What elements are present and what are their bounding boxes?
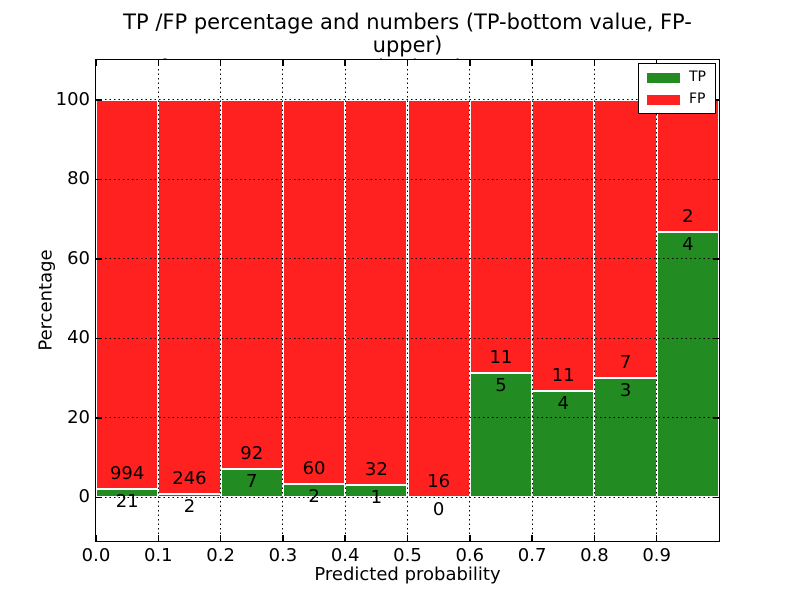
fp-color-swatch: [647, 94, 680, 105]
legend-entry-fp: FP: [647, 92, 706, 107]
bar-tp-count-label: 2: [183, 496, 196, 518]
y-tick-mark-right: [713, 417, 719, 419]
x-tick-mark-bottom: [219, 535, 222, 541]
bar-tp-segment: [656, 232, 719, 498]
x-tick-label: 0.0: [81, 545, 111, 566]
gridline-x: [656, 60, 658, 541]
bar-fp-count-label: 994: [109, 463, 145, 485]
chart-title-line1: TP /FP percentage and numbers (TP-bottom…: [123, 10, 692, 57]
x-tick-mark-bottom: [593, 535, 596, 541]
y-tick-mark-left: [96, 496, 102, 499]
bar-tp-segment: [594, 378, 657, 498]
y-tick-mark-right: [713, 258, 719, 260]
y-tick-label: 100: [55, 88, 90, 110]
bar-fp-count-label: 11: [489, 347, 513, 369]
gridline-x: [531, 60, 533, 541]
y-tick-mark-left: [96, 99, 102, 101]
y-tick-label: 40: [67, 327, 90, 349]
x-tick-label: 0.5: [393, 545, 422, 566]
x-tick-mark-top: [96, 60, 97, 66]
bar-tp-count-label: 0: [432, 499, 445, 521]
gridline-x: [593, 60, 595, 541]
gridline-x: [406, 60, 409, 541]
x-tick-mark-bottom: [469, 535, 471, 541]
x-tick-label: 0.8: [580, 545, 609, 566]
x-tick-label: 0.1: [143, 545, 173, 566]
x-tick-label: 0.2: [206, 545, 235, 566]
gridline-x: [282, 60, 284, 541]
bar-fp-count-label: 2: [682, 206, 694, 228]
bar-fp-count-label: 32: [364, 459, 388, 481]
bar-fp-segment: [96, 99, 159, 490]
y-tick-mark-right: [713, 337, 719, 339]
x-tick-mark-bottom: [157, 535, 160, 541]
bar-fp-count-label: 246: [172, 468, 207, 490]
x-tick-mark-top: [531, 60, 533, 66]
bar-fp-segment: [158, 99, 221, 495]
plot-area: TP FP 994 21 246 2 92 7 60 2 32 1 16 0 11 5 11 4 7 3 2 4: [95, 59, 720, 542]
y-tick-mark-left: [96, 337, 102, 339]
y-tick-label: 0: [78, 486, 90, 508]
y-tick-mark-left: [96, 178, 102, 180]
x-tick-mark-bottom: [344, 535, 346, 541]
bar-fp-segment: [220, 99, 283, 470]
x-tick-mark-bottom: [531, 535, 533, 541]
x-tick-mark-top: [593, 60, 596, 66]
gridline-x: [469, 60, 471, 541]
x-tick-mark-top: [406, 60, 409, 66]
legend-entry-tp: TP: [647, 70, 706, 85]
y-tick-label: 20: [67, 406, 90, 428]
bar-tp-count-label: 4: [557, 393, 569, 415]
x-tick-label: 0.9: [642, 545, 671, 566]
legend-label-tp: TP: [689, 69, 706, 85]
x-tick-mark-top: [469, 60, 471, 66]
gridline-x: [344, 60, 346, 541]
x-tick-label: 0.7: [517, 545, 547, 566]
x-tick-mark-top: [282, 60, 284, 66]
bar-fp-segment: [532, 99, 595, 392]
y-tick-label: 60: [67, 247, 90, 269]
bar-tp-segment: [532, 391, 595, 498]
x-tick-mark-bottom: [406, 535, 409, 541]
x-tick-mark-bottom: [96, 535, 97, 541]
gridline-x: [220, 60, 222, 541]
bar-fp-count-label: 60: [302, 458, 326, 480]
bar-fp-segment: [594, 99, 657, 378]
legend-label-fp: FP: [689, 91, 706, 107]
bar-tp-count-label: 3: [619, 380, 632, 402]
y-tick-mark-right: [713, 496, 719, 499]
bar-tp-count-label: 21: [115, 491, 139, 513]
y-tick-mark-left: [96, 417, 102, 419]
legend: TP FP: [638, 63, 716, 114]
bar-fp-segment: [345, 99, 408, 486]
bar-fp-count-label: 92: [240, 443, 264, 465]
x-axis-label: Predicted probability: [314, 564, 501, 585]
bar-fp-count-label: 11: [551, 365, 575, 387]
bar-fp-segment: [282, 99, 346, 485]
y-tick-mark-right: [713, 99, 719, 101]
y-tick-label: 80: [67, 168, 90, 190]
bar-fp-segment: [469, 99, 533, 374]
x-tick-mark-top: [344, 60, 346, 66]
bar-fp-count-label: 7: [619, 352, 632, 374]
y-tick-mark-right: [713, 178, 719, 180]
bar-fp-count-label: 16: [427, 471, 451, 493]
x-tick-mark-top: [219, 60, 222, 66]
bar-tp-count-label: 2: [308, 486, 320, 508]
tp-color-swatch: [647, 72, 680, 83]
x-tick-label: 0.3: [268, 545, 298, 566]
bar-fp-segment: [407, 99, 470, 498]
x-tick-mark-top: [157, 60, 160, 66]
bar-tp-count-label: 5: [495, 375, 507, 397]
bar-tp-count-label: 4: [682, 234, 694, 256]
bar-tp-count-label: 7: [246, 471, 258, 493]
x-tick-mark-bottom: [282, 535, 284, 541]
x-tick-label: 0.4: [330, 545, 360, 566]
x-tick-mark-bottom: [655, 535, 658, 541]
x-tick-label: 0.6: [455, 545, 485, 566]
y-tick-mark-left: [96, 258, 102, 260]
gridline-x: [157, 60, 159, 541]
bar-tp-count-label: 1: [370, 487, 383, 509]
